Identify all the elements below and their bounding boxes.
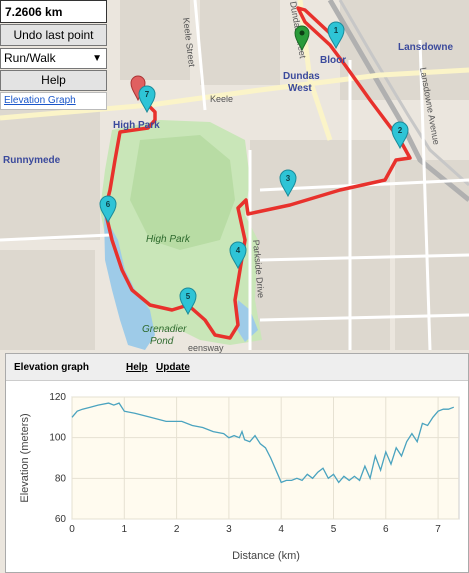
route-marker-label: 4 — [236, 246, 241, 255]
y-tick-label: 60 — [55, 514, 67, 525]
undo-last-point-button[interactable]: Undo last point — [0, 24, 107, 46]
route-marker-1[interactable]: 1 — [327, 21, 345, 50]
elevation-help-link[interactable]: Help — [126, 362, 148, 373]
x-tick-label: 1 — [122, 524, 128, 535]
x-tick-label: 5 — [331, 524, 337, 535]
label-grenadier-2: Pond — [150, 336, 174, 347]
plot-area — [71, 396, 460, 520]
route-marker-3[interactable]: 3 — [279, 169, 297, 198]
elevation-series-line — [71, 402, 455, 484]
y-axis-label: Elevation (meters) — [19, 413, 31, 502]
route-marker-5[interactable]: 5 — [179, 287, 197, 316]
route-marker-label: 2 — [398, 126, 403, 135]
elevation-update-link[interactable]: Update — [156, 362, 190, 373]
y-tick-label: 80 — [55, 473, 67, 484]
label-grenadier-1: Grenadier — [142, 324, 187, 335]
x-tick-label: 2 — [174, 524, 180, 535]
chevron-down-icon: ▼ — [92, 53, 102, 64]
label-dundas-west-1: Dundas — [283, 71, 320, 82]
mode-select[interactable]: Run/Walk ▼ — [0, 48, 107, 69]
y-tick-label: 120 — [49, 392, 66, 403]
route-marker-label: 1 — [334, 26, 339, 35]
label-dundas-west-2: West — [288, 83, 312, 94]
label-bloor: Bloor — [320, 55, 346, 66]
label-keele: Keele — [210, 94, 233, 104]
label-runnymede: Runnymede — [3, 155, 61, 166]
elevation-graph-link[interactable]: Elevation Graph — [0, 92, 107, 110]
route-marker-label: 3 — [286, 174, 291, 183]
label-high-park: High Park — [146, 234, 191, 245]
route-marker-label: 6 — [106, 200, 111, 209]
route-marker-label: 5 — [186, 292, 191, 301]
help-button[interactable]: Help — [0, 70, 107, 91]
route-line — [103, 6, 412, 340]
start-marker[interactable] — [294, 25, 310, 52]
route-marker-4[interactable]: 4 — [229, 241, 247, 270]
route-marker-6[interactable]: 6 — [99, 195, 117, 224]
x-tick-label: 3 — [226, 524, 232, 535]
label-queensway: eensway — [188, 343, 224, 353]
route-marker-2[interactable]: 2 — [391, 121, 409, 150]
label-lansdowne: Lansdowne — [398, 42, 453, 53]
x-axis-label: Distance (km) — [232, 550, 300, 562]
elevation-graph-header: Elevation graph Help Update — [6, 354, 468, 381]
x-tick-label: 4 — [278, 524, 284, 535]
x-tick-label: 6 — [383, 524, 389, 535]
label-high-park-area: High Park — [113, 120, 160, 131]
x-tick-label: 0 — [69, 524, 75, 535]
elevation-graph-title: Elevation graph — [14, 362, 90, 373]
mode-select-value: Run/Walk — [4, 51, 56, 65]
route-marker-7[interactable]: 7 — [138, 85, 156, 114]
distance-readout: 7.2606 km — [0, 0, 107, 23]
elevation-graph-panel: Elevation graph Help Update 0 1 2 3 4 5 6 7 60 80… — [5, 353, 469, 573]
route-marker-label: 7 — [145, 90, 150, 99]
x-tick-label: 7 — [435, 524, 441, 535]
y-tick-label: 100 — [49, 433, 66, 444]
elevation-chart: 0 1 2 3 4 5 6 7 60 80 100 120 Distance (km) Elevati… — [19, 392, 460, 562]
